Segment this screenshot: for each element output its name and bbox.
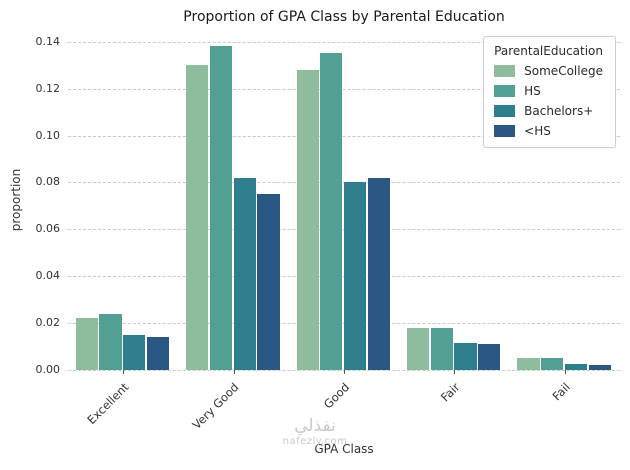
bar-HS-Very Good [209,46,233,370]
gridline [68,88,620,90]
y-tick-label: 0.12 [35,81,61,95]
x-tick-mark [454,370,456,374]
x-tick-label: Good [320,380,352,412]
bar-SomeCollege-Excellent [75,318,98,370]
gridline [68,135,620,137]
x-tick-label: Fair [437,380,463,405]
bar-SomeCollege-Good [296,69,319,370]
legend-label-lesshs: <HS [524,124,551,138]
bar-<HS-Fair [478,344,501,370]
legend-item-somecollege: SomeCollege [494,64,603,78]
legend-item-bachelors: Bachelors+ [494,104,603,118]
bar-Bachelors+-Excellent [123,334,146,370]
y-tick-label: 0.14 [35,34,61,48]
bar-Bachelors+-Good [344,182,367,370]
legend-swatch-somecollege [494,65,516,77]
legend-label-bachelors: Bachelors+ [524,104,594,118]
legend-label-somecollege: SomeCollege [524,64,603,78]
legend-swatch-lesshs [494,125,516,137]
watermark: نفذلي nafezly.com [0,417,630,447]
watermark-arabic-text: نفذلي [294,416,336,436]
x-axis-label: GPA Class [314,442,374,456]
bar-SomeCollege-Fail [517,358,540,370]
bar-<HS-Good [367,177,390,370]
x-tick-mark [233,370,235,374]
plot-area: ParentalEducation SomeCollege HS Bachelo… [68,30,620,371]
bar-<HS-Very Good [257,194,280,370]
y-tick-label: 0.10 [35,128,61,142]
gridline [68,41,620,43]
bar-HS-Excellent [99,313,122,370]
x-tick-mark [344,370,345,374]
legend-item-hs: HS [494,84,603,98]
y-tick-label: 0.02 [35,316,61,330]
y-tick-label: 0.08 [35,175,61,189]
legend-label-hs: HS [524,84,541,98]
bar-Bachelors+-Very Good [233,177,256,370]
y-tick-label: 0.00 [35,363,61,376]
x-tick-label: Fail [549,380,573,404]
y-tick-label: 0.06 [35,222,61,236]
bar-SomeCollege-Very Good [186,65,209,370]
watermark-site-text: nafezly.com [282,435,348,447]
y-tick-label: 0.04 [35,269,61,283]
x-tick-mark [564,370,566,374]
bar-Bachelors+-Fair [454,343,477,370]
x-tick-mark [123,370,125,374]
bar-HS-Fair [430,327,453,370]
bar-HS-Good [320,53,343,370]
legend-swatch-bachelors [494,105,516,117]
bar-<HS-Fail [588,365,611,370]
bar-Bachelors+-Fail [564,364,588,370]
legend-item-lesshs: <HS [494,124,603,138]
bar-SomeCollege-Fair [406,327,430,370]
legend: ParentalEducation SomeCollege HS Bachelo… [483,36,616,148]
bar-HS-Fail [541,358,564,370]
legend-swatch-hs [494,85,516,97]
bar-<HS-Excellent [146,337,170,370]
legend-title: ParentalEducation [494,44,603,58]
chart-title: Proportion of GPA Class by Parental Educ… [183,9,505,25]
